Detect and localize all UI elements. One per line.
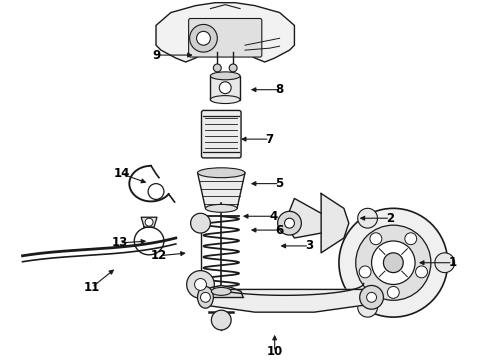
FancyBboxPatch shape — [189, 18, 262, 57]
Circle shape — [359, 266, 371, 278]
Circle shape — [371, 241, 415, 284]
Circle shape — [358, 208, 377, 228]
Circle shape — [367, 292, 376, 302]
Text: 14: 14 — [113, 167, 129, 180]
Ellipse shape — [210, 96, 240, 104]
Text: 12: 12 — [151, 249, 167, 262]
Text: 9: 9 — [152, 49, 160, 62]
Circle shape — [339, 208, 448, 317]
Polygon shape — [321, 194, 349, 253]
Circle shape — [278, 211, 301, 235]
Circle shape — [388, 287, 399, 298]
Ellipse shape — [211, 287, 231, 295]
Polygon shape — [285, 198, 321, 238]
Text: 2: 2 — [386, 212, 394, 225]
Circle shape — [196, 31, 210, 45]
Circle shape — [191, 213, 210, 233]
Circle shape — [145, 218, 153, 226]
Circle shape — [200, 292, 210, 302]
Circle shape — [190, 24, 217, 52]
Ellipse shape — [205, 204, 237, 212]
Text: 1: 1 — [448, 256, 457, 269]
Circle shape — [405, 233, 416, 245]
Polygon shape — [156, 3, 294, 62]
Text: 8: 8 — [275, 83, 284, 96]
Text: 7: 7 — [266, 132, 274, 146]
Ellipse shape — [197, 287, 213, 308]
Text: 6: 6 — [275, 224, 284, 237]
Circle shape — [220, 82, 231, 94]
Ellipse shape — [197, 168, 245, 178]
Polygon shape — [197, 173, 245, 208]
Circle shape — [195, 279, 206, 291]
Text: 11: 11 — [84, 281, 100, 294]
Polygon shape — [141, 217, 157, 227]
Bar — [210, 76, 240, 100]
Circle shape — [370, 233, 382, 245]
Text: 3: 3 — [305, 239, 313, 252]
Polygon shape — [205, 289, 373, 312]
Ellipse shape — [210, 72, 240, 80]
Circle shape — [211, 310, 231, 330]
Circle shape — [360, 285, 384, 309]
Text: 5: 5 — [275, 177, 284, 190]
Circle shape — [416, 266, 427, 278]
Circle shape — [187, 271, 214, 298]
Circle shape — [358, 297, 377, 317]
Circle shape — [213, 64, 221, 72]
Text: 10: 10 — [267, 345, 283, 358]
Circle shape — [285, 218, 294, 228]
Circle shape — [229, 64, 237, 72]
Text: 4: 4 — [270, 210, 278, 223]
Circle shape — [435, 253, 455, 273]
FancyBboxPatch shape — [201, 111, 241, 158]
Polygon shape — [199, 285, 243, 297]
Circle shape — [384, 253, 403, 273]
Circle shape — [356, 225, 431, 300]
Text: 13: 13 — [111, 237, 127, 249]
